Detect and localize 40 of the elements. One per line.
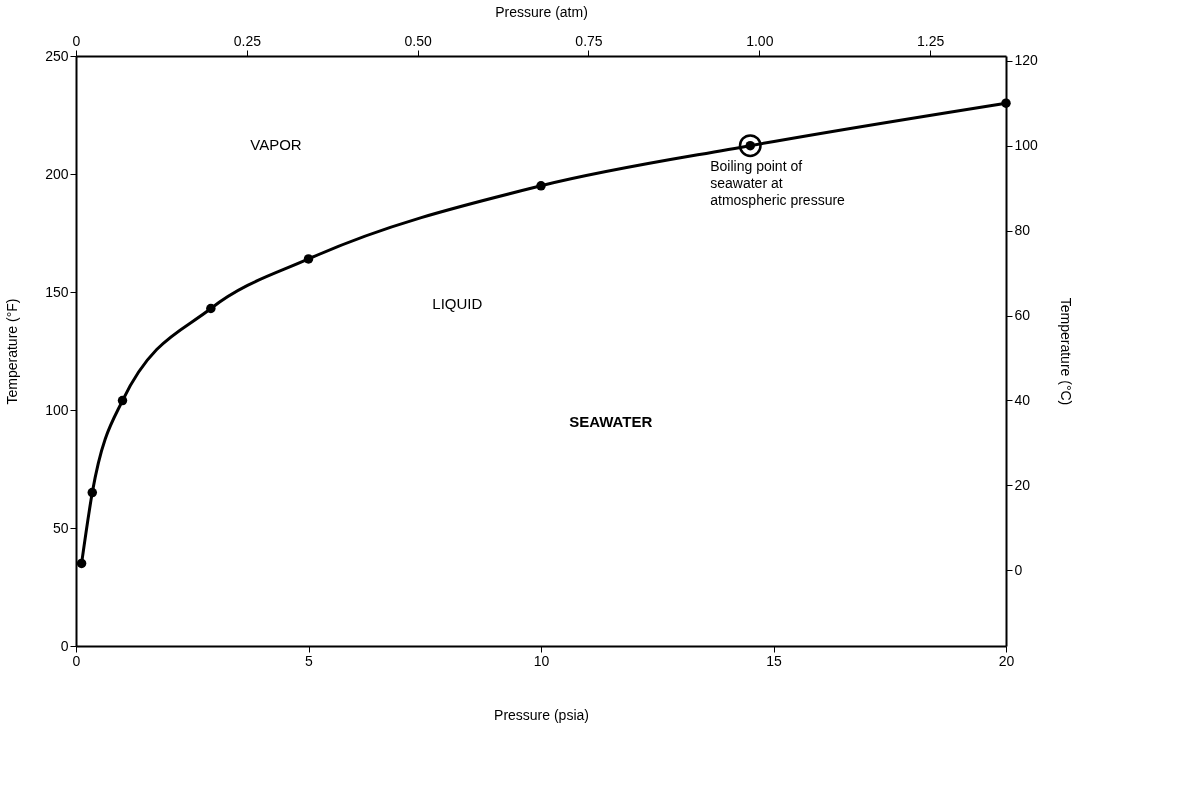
point	[1001, 98, 1011, 108]
x-tick-label: 15	[766, 652, 782, 669]
x2-tick-label: 0.50	[404, 32, 432, 49]
y-tick-label: 0	[60, 637, 69, 654]
x-tick-label: 10	[533, 652, 550, 669]
x2-tick-label: 1.00	[746, 32, 774, 49]
x2-tick-label: 0	[72, 32, 81, 49]
y-tick-label: 250	[45, 47, 69, 64]
x2-tick-label: 0.25	[233, 32, 262, 49]
x-tick-label: 20	[998, 652, 1015, 669]
point	[536, 181, 546, 191]
y2-tick-label: 120	[1014, 52, 1039, 69]
y-tick-label: 150	[45, 283, 69, 300]
point	[87, 487, 98, 498]
x2-tick-label: 0.75	[575, 32, 603, 49]
x2-tick-label: 1.25	[917, 32, 945, 49]
annotation: VAPOR	[250, 135, 302, 153]
point	[76, 558, 87, 569]
x2-axis-title: Pressure (atm)	[495, 3, 588, 20]
y-tick-label: 50	[52, 519, 69, 536]
y2-tick-label: 20	[1014, 476, 1031, 493]
annotation: LIQUID	[432, 294, 483, 312]
y2-tick-label: 60	[1014, 307, 1031, 324]
annotation: SEAWATER	[569, 412, 653, 430]
point	[738, 134, 762, 158]
y-tick-label: 200	[45, 165, 69, 182]
point	[303, 254, 314, 264]
x-tick-label: 5	[305, 652, 314, 669]
y2-tick-label: 80	[1014, 222, 1031, 239]
y2-tick-label: 100	[1014, 137, 1039, 154]
y-tick-label: 100	[45, 401, 69, 418]
y2-tick-label: 0	[1014, 561, 1023, 578]
y-axis-title: Temperature (°F)	[4, 298, 21, 405]
point	[206, 303, 216, 314]
x-tick-label: 0	[72, 652, 81, 669]
point	[117, 395, 128, 406]
annotation: Boiling point of seawater at atmospheric pressure	[710, 157, 846, 208]
x-axis-title: Pressure (psia)	[494, 706, 589, 723]
y2-tick-label: 40	[1014, 391, 1031, 408]
y2-axis-title: Temperature (°C)	[1057, 297, 1074, 406]
